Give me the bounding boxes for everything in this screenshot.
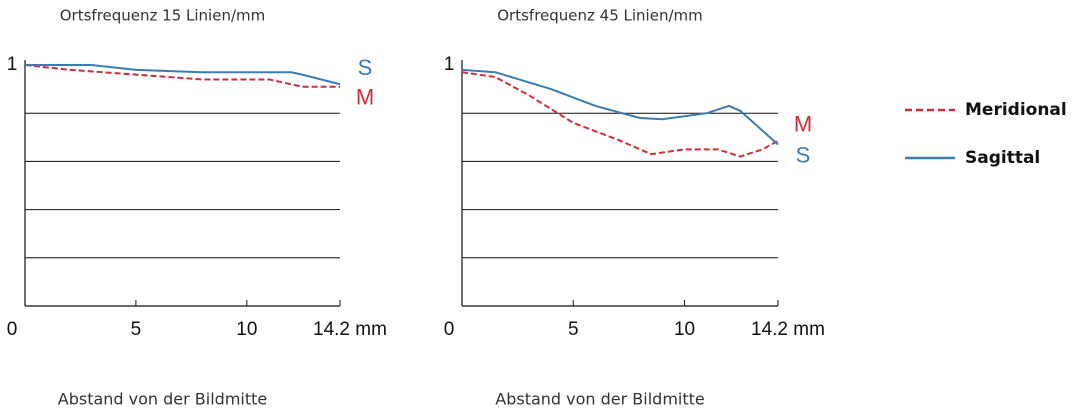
chart-title: Ortsfrequenz 15 Linien/mm (60, 7, 266, 25)
x-tick-label: 10 (236, 319, 257, 340)
x-tick-label: 10 (674, 319, 695, 340)
series-end-label: M (794, 112, 812, 137)
chart-title: Ortsfrequenz 45 Linien/mm (497, 7, 703, 25)
legend-label: Meridional (965, 100, 1067, 120)
x-axis-label: Abstand von der Bildmitte (495, 390, 705, 409)
series-line (25, 64, 341, 86)
series-end-label: S (358, 55, 373, 80)
x-tick-label: 0 (444, 319, 455, 340)
x-axis-label: Abstand von der Bildmitte (58, 390, 268, 409)
x-tick-label: 0 (7, 319, 18, 340)
x-tick-label: 14.2 mm (751, 319, 825, 340)
x-tick-label: 14.2 mm (313, 319, 387, 340)
y-tick-label: 1 (444, 54, 455, 75)
series-end-label: M (356, 85, 374, 110)
y-tick-label: 1 (7, 54, 18, 75)
x-tick-label: 5 (568, 319, 579, 340)
legend-label: Sagittal (965, 148, 1040, 168)
series-line (24, 64, 340, 88)
series-line (461, 68, 779, 146)
series-end-label: S (796, 142, 811, 167)
series-line (461, 71, 779, 158)
x-tick-label: 5 (131, 319, 142, 340)
